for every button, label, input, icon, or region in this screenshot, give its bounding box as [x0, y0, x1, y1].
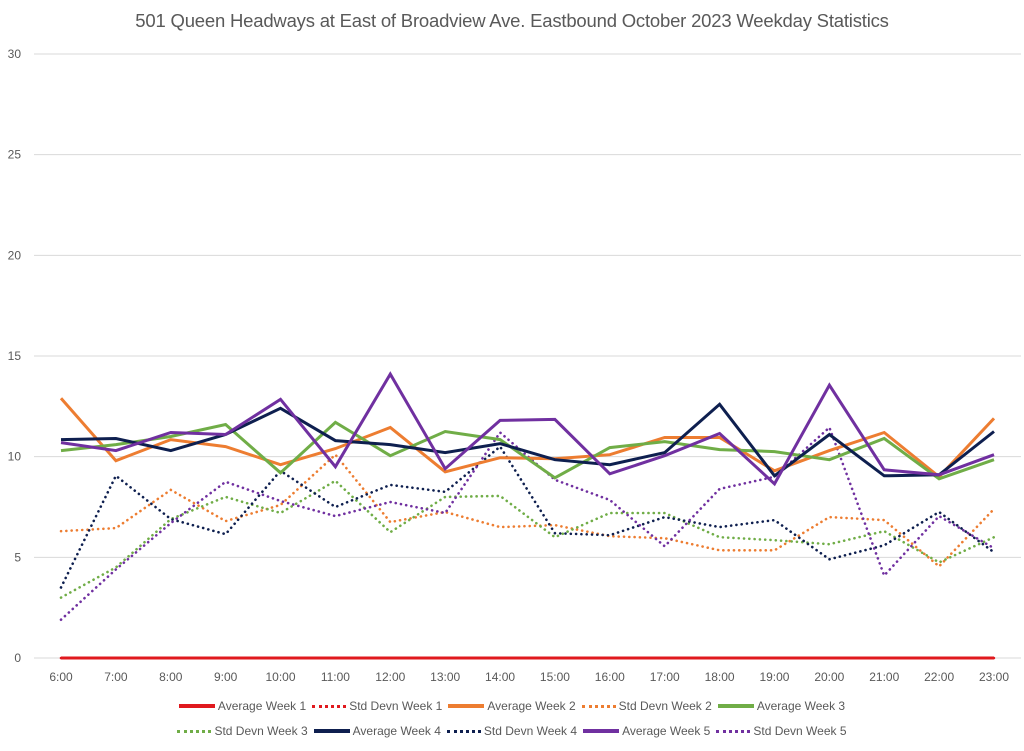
legend-item-average-week-3: Average Week 3 — [717, 699, 846, 713]
x-tick-label: 8:00 — [159, 670, 183, 684]
x-tick-label: 13:00 — [430, 670, 460, 684]
series-line-average-week-2 — [59, 397, 996, 479]
x-tick-label: 17:00 — [650, 670, 680, 684]
legend-row-2: Std Devn Week 3 Average Week 4 Std Devn We… — [0, 724, 1024, 738]
x-tick-label: 18:00 — [705, 670, 735, 684]
legend-item-average-week-4: Average Week 4 — [313, 724, 441, 738]
legend-swatch — [446, 729, 481, 733]
chart-title: 501 Queen Headways at East of Broadview … — [135, 10, 889, 31]
x-tick-label: 20:00 — [814, 670, 844, 684]
legend-row-1: Average Week 1 Std Devn Week 1 Average Wee… — [0, 699, 1024, 713]
legend-label: Average Week 4 — [352, 724, 441, 738]
x-tick-label: 19:00 — [759, 670, 789, 684]
legend-item-average-week-1: Average Week 1 — [178, 699, 307, 713]
legend-swatch — [177, 729, 212, 733]
series-line-average-week-5 — [60, 371, 995, 487]
legend-item-std-devn-week-2: Std Devn Week 2 — [581, 699, 712, 713]
legend-label: Std Devn Week 2 — [618, 699, 712, 713]
series-line-average-week-3 — [60, 420, 995, 481]
x-tick-label: 14:00 — [485, 670, 515, 684]
x-tick-label: 16:00 — [595, 670, 625, 684]
x-tick-label: 11:00 — [321, 670, 350, 684]
series-line-average-week-4 — [60, 402, 995, 478]
legend-label: Average Week 2 — [487, 699, 576, 713]
legend-label: Std Devn Week 1 — [349, 699, 443, 713]
gridlines — [34, 53, 1021, 659]
y-axis-tick-labels: 0 5 10 15 20 25 30 — [8, 47, 22, 665]
y-tick-label: 30 — [8, 47, 22, 61]
legend-item-std-devn-week-4: Std Devn Week 4 — [446, 724, 578, 738]
legend-swatch — [581, 704, 616, 708]
legend-label: Std Devn Week 4 — [483, 724, 578, 738]
x-axis-tick-labels: 6:00 7:00 8:00 9:00 10:00 11:00 12:00 13:00 14:0… — [49, 670, 1009, 684]
legend-swatch — [716, 729, 751, 733]
legend-swatch — [583, 729, 620, 733]
y-tick-label: 5 — [14, 550, 21, 564]
legend-swatch — [313, 729, 350, 733]
legend-label: Average Week 1 — [217, 699, 307, 713]
legend-label: Std Devn Week 5 — [753, 724, 847, 738]
x-tick-label: 12:00 — [375, 670, 405, 684]
legend-swatch — [717, 704, 754, 708]
y-tick-label: 10 — [8, 450, 22, 464]
legend-label: Average Week 3 — [756, 699, 846, 713]
legend-item-std-devn-week-1: Std Devn Week 1 — [312, 699, 442, 713]
x-tick-label: 22:00 — [924, 670, 954, 684]
legend-label: Std Devn Week 3 — [214, 724, 308, 738]
x-tick-label: 10:00 — [266, 670, 296, 684]
y-tick-label: 15 — [8, 349, 22, 363]
x-tick-label: 23:00 — [979, 670, 1009, 684]
legend-item-average-week-2: Average Week 2 — [448, 699, 576, 713]
x-tick-label: 7:00 — [104, 670, 128, 684]
legend-swatch — [312, 704, 347, 708]
x-tick-label: 6:00 — [49, 670, 73, 684]
x-tick-label: 21:00 — [869, 670, 899, 684]
legend-label: Average Week 5 — [622, 724, 711, 738]
x-tick-label: 15:00 — [540, 670, 570, 684]
legend-swatch — [448, 704, 485, 708]
legend-item-std-devn-week-5: Std Devn Week 5 — [716, 724, 847, 738]
legend-item-std-devn-week-3: Std Devn Week 3 — [177, 724, 308, 738]
legend-swatch — [178, 704, 215, 708]
series-lines — [59, 371, 996, 660]
y-tick-label: 20 — [8, 248, 22, 262]
series-line-std-devn-week-2 — [59, 452, 996, 569]
y-tick-label: 25 — [8, 148, 22, 162]
y-tick-label: 0 — [14, 651, 21, 665]
series-line-std-devn-week-3 — [59, 479, 996, 599]
series-line-std-devn-week-4 — [59, 444, 996, 589]
legend-item-average-week-5: Average Week 5 — [583, 724, 710, 738]
x-tick-label: 9:00 — [214, 670, 238, 684]
